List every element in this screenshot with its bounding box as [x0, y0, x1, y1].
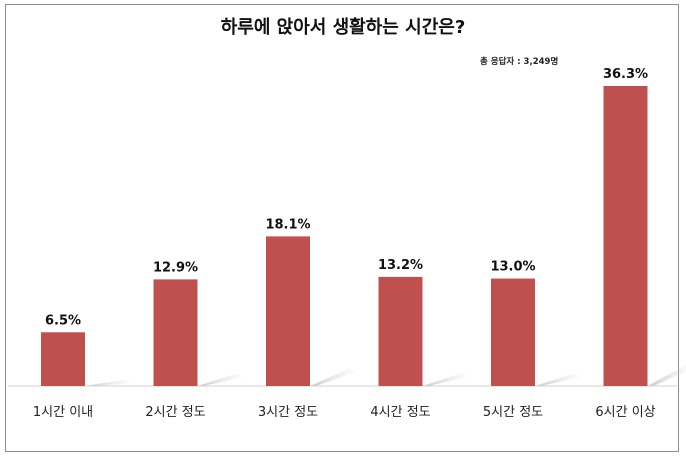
bar-shadow [310, 368, 356, 386]
chart-title: 하루에 앉아서 생활하는 시간은? [220, 17, 466, 38]
category-label: 2시간 정도 [145, 405, 205, 420]
value-labels-group: 6.5% 12.9% 18.1% 13.2% 13.0% 36.3% [45, 67, 648, 328]
bar [491, 278, 535, 386]
bar-value-label: 12.9% [153, 260, 198, 275]
category-label: 1시간 이내 [33, 405, 93, 420]
bar [378, 276, 423, 386]
bar-shadow [197, 373, 244, 386]
bar-shadow [422, 372, 469, 386]
bars-group [41, 86, 648, 386]
bar-shadows [85, 364, 686, 386]
category-labels-group: 1시간 이내 2시간 정도 3시간 정도 4시간 정도 5시간 정도 6시간 이상 [33, 405, 656, 420]
bar-value-label: 13.2% [378, 258, 423, 273]
bar-shadow [85, 379, 131, 386]
category-label: 6시간 이상 [595, 405, 655, 420]
bar-value-label: 6.5% [45, 313, 81, 328]
bar-value-label: 36.3% [603, 67, 648, 82]
bar [41, 332, 85, 386]
bar-shadow [647, 364, 686, 386]
bar-value-label: 18.1% [265, 217, 310, 232]
bar [266, 236, 310, 386]
bar [603, 86, 648, 386]
respondents-note: 총 응답자 : 3,249명 [480, 57, 559, 67]
category-label: 5시간 정도 [483, 405, 543, 420]
category-label: 3시간 정도 [258, 405, 318, 420]
bar-value-label: 13.0% [490, 260, 535, 275]
bar-shadow [535, 373, 581, 386]
bar [153, 279, 198, 386]
category-label: 4시간 정도 [370, 405, 430, 420]
